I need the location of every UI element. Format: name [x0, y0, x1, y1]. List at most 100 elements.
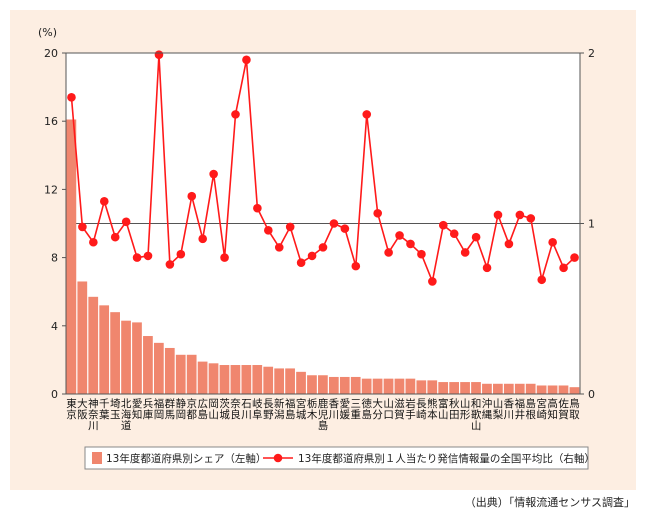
line-point	[493, 210, 503, 220]
line-point	[570, 253, 579, 262]
category-label: 三重	[351, 398, 362, 421]
line-point	[110, 232, 120, 242]
bar	[514, 383, 525, 394]
category-label: 愛媛	[340, 397, 351, 421]
category-label: 山口	[383, 398, 394, 421]
category-label: 熊本	[427, 397, 438, 421]
line-point	[428, 277, 437, 286]
category-label: 鹿児島	[318, 397, 329, 432]
bar	[88, 296, 99, 394]
bar	[66, 119, 77, 395]
bar	[547, 385, 558, 394]
line-point	[559, 263, 568, 273]
bar	[110, 312, 120, 394]
category-label: 千葉	[99, 398, 110, 421]
line-point	[176, 249, 186, 259]
bar	[263, 366, 274, 394]
legend-line-marker	[273, 453, 283, 463]
line-point	[154, 50, 164, 60]
legend-line-label: 13年度都道府県別１人当たり発信情報量の全国平均比（右軸）	[298, 452, 595, 465]
bar	[143, 336, 153, 394]
bar	[383, 378, 394, 394]
category-label: 宮城	[296, 397, 307, 421]
bar	[405, 378, 416, 394]
bar	[219, 365, 230, 394]
line-point	[406, 239, 415, 249]
line-point	[307, 251, 317, 261]
line-point	[285, 222, 295, 232]
category-label: 長野	[263, 398, 274, 421]
line-point	[89, 237, 98, 247]
left-tick-label: 4	[51, 320, 58, 333]
bar	[525, 383, 536, 394]
category-label: 京都	[187, 397, 198, 421]
bar	[536, 385, 547, 394]
line-point	[340, 224, 350, 233]
line-point	[548, 237, 557, 247]
left-tick-label: 8	[51, 252, 58, 265]
right-tick-label: 0	[588, 388, 595, 401]
bar	[427, 380, 438, 394]
bar	[285, 368, 295, 394]
line-series	[67, 50, 579, 286]
left-tick-label: 16	[44, 115, 58, 128]
bar	[175, 354, 186, 394]
line-point	[231, 110, 240, 119]
left-axis-unit: (%)	[38, 26, 57, 39]
line-point	[242, 55, 251, 65]
category-label: 岩手	[405, 397, 416, 421]
category-label: 新潟	[274, 397, 285, 421]
bar	[361, 378, 372, 394]
category-label: 鳥取	[569, 397, 580, 421]
bar	[503, 383, 514, 394]
line-point	[460, 248, 470, 257]
legend: 13年度都道府県別シェア（左軸） 13年度都道府県別１人当たり発信情報量の全国平均…	[84, 446, 595, 470]
bar	[394, 378, 405, 394]
bar	[318, 375, 328, 394]
line-point	[220, 253, 229, 262]
legend-bar-label: 13年度都道府県別シェア（左軸）	[106, 452, 266, 465]
category-label: 兵庫	[143, 397, 154, 421]
category-label: 宮崎	[536, 397, 547, 421]
category-label: 沖縄	[482, 397, 493, 421]
category-label: 岐阜	[252, 397, 263, 421]
line-point	[165, 260, 175, 269]
category-label: 福島	[285, 397, 296, 421]
category-label: 北海道	[121, 398, 132, 432]
category-label: 滋賀	[394, 397, 405, 421]
line-point	[296, 258, 306, 268]
bar	[230, 365, 241, 394]
bar	[197, 361, 208, 394]
bar	[438, 382, 449, 394]
bar	[252, 365, 263, 394]
left-tick-label: 12	[44, 183, 58, 196]
line-point	[99, 197, 109, 206]
line-point	[329, 219, 339, 228]
category-labels: 東京大阪神奈川千葉埼玉北海道愛知兵庫福岡群馬静岡京都広島岡山茨城奈良石川岐阜長野…	[66, 397, 580, 432]
right-tick-label: 2	[588, 47, 595, 60]
left-tick-label: 20	[44, 47, 58, 60]
line-point	[526, 214, 536, 223]
line-point	[438, 220, 448, 230]
category-label: 東京	[66, 397, 77, 421]
bar	[307, 375, 317, 394]
bar	[449, 382, 460, 394]
category-label: 奈良	[230, 397, 241, 421]
bar	[132, 322, 142, 394]
legend-bar-swatch	[92, 452, 102, 464]
category-label: 島根	[526, 397, 537, 421]
category-label: 福井	[515, 397, 526, 421]
legend-box	[84, 446, 589, 470]
category-label: 大阪	[77, 397, 88, 421]
line-point	[209, 169, 218, 179]
category-label: 福岡	[154, 397, 165, 421]
line-point	[187, 191, 197, 201]
category-label: 和歌山	[471, 398, 482, 432]
category-label: 静岡	[176, 397, 187, 421]
right-tick-label: 1	[588, 218, 595, 231]
category-label: 山梨	[493, 398, 504, 421]
line-point	[351, 261, 361, 271]
line-point	[384, 248, 393, 257]
